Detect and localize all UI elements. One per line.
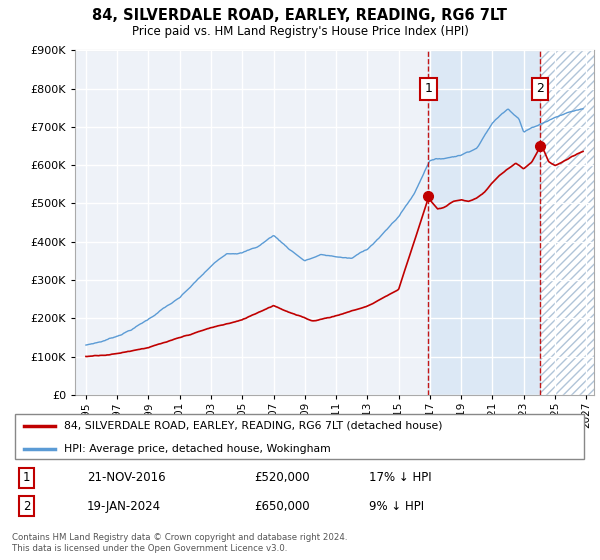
Text: £650,000: £650,000 bbox=[254, 500, 310, 512]
Text: 84, SILVERDALE ROAD, EARLEY, READING, RG6 7LT (detached house): 84, SILVERDALE ROAD, EARLEY, READING, RG… bbox=[64, 421, 442, 431]
Text: 2: 2 bbox=[536, 82, 544, 95]
Bar bbox=[540, 50, 594, 395]
Bar bbox=[428, 50, 540, 395]
FancyBboxPatch shape bbox=[15, 414, 584, 459]
Text: 17% ↓ HPI: 17% ↓ HPI bbox=[369, 471, 432, 484]
Text: 84, SILVERDALE ROAD, EARLEY, READING, RG6 7LT: 84, SILVERDALE ROAD, EARLEY, READING, RG… bbox=[92, 8, 508, 24]
Text: 9% ↓ HPI: 9% ↓ HPI bbox=[369, 500, 424, 512]
Text: HPI: Average price, detached house, Wokingham: HPI: Average price, detached house, Woki… bbox=[64, 445, 331, 454]
Text: 1: 1 bbox=[424, 82, 432, 95]
Text: £520,000: £520,000 bbox=[254, 471, 310, 484]
Bar bbox=[540, 50, 594, 395]
Text: 21-NOV-2016: 21-NOV-2016 bbox=[87, 471, 166, 484]
Text: 19-JAN-2024: 19-JAN-2024 bbox=[87, 500, 161, 512]
Text: 1: 1 bbox=[23, 471, 30, 484]
Text: Price paid vs. HM Land Registry's House Price Index (HPI): Price paid vs. HM Land Registry's House … bbox=[131, 25, 469, 38]
Text: 2: 2 bbox=[23, 500, 30, 512]
Text: Contains HM Land Registry data © Crown copyright and database right 2024.
This d: Contains HM Land Registry data © Crown c… bbox=[12, 533, 347, 553]
